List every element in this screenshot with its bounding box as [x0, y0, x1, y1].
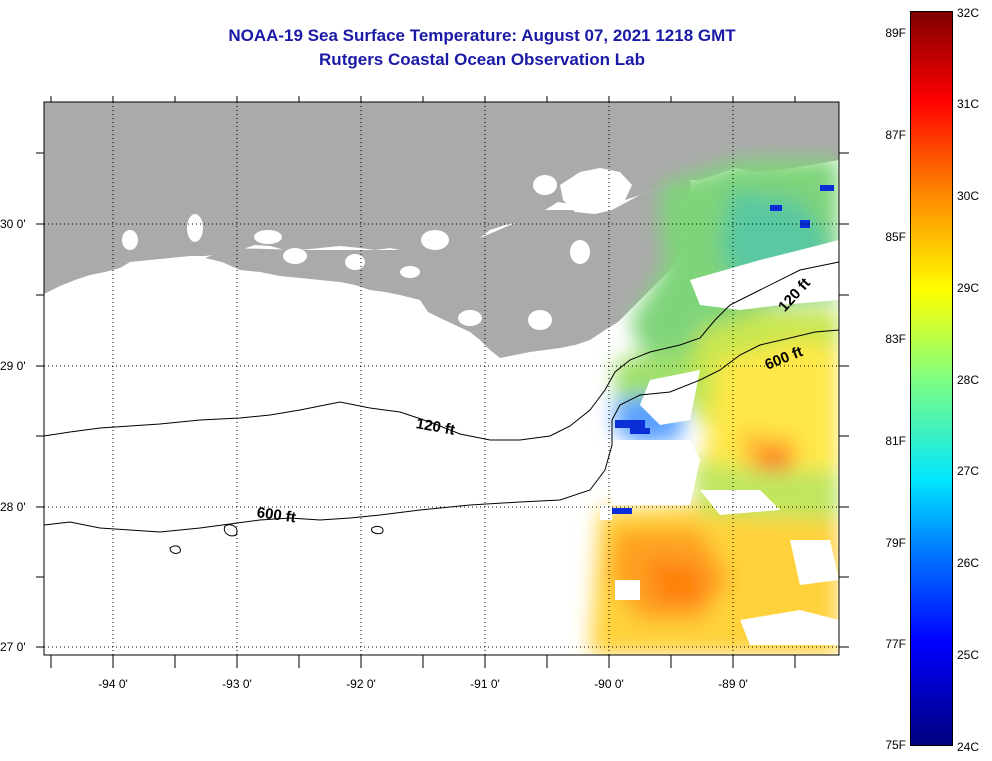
lake [187, 214, 203, 242]
colorbar-f-label: 89F [885, 26, 906, 40]
lon-label: -94 0' [98, 677, 128, 691]
graticule [44, 102, 839, 655]
contour-label-600ft-west: 600 ft [256, 504, 297, 526]
colorbar-f-label: 85F [885, 230, 906, 244]
lat-label: 30 0' [0, 217, 26, 231]
colorbar-c-label: 30C [957, 189, 980, 203]
tick-marks [36, 96, 849, 668]
colorbar-f-label: 81F [885, 434, 906, 448]
colorbar-f-label: 77F [885, 637, 906, 651]
colorbar-c-label: 31C [957, 97, 980, 111]
lake [283, 248, 307, 264]
lake [345, 254, 365, 270]
colorbar-c-label: 29C [957, 281, 980, 295]
map-subtitle: Rutgers Coastal Ocean Observation Lab [319, 50, 645, 69]
contour-label-120ft-west: 120 ft [415, 415, 457, 439]
colorbar-f-label: 79F [885, 536, 906, 550]
colorbar-c-label: 28C [957, 373, 980, 387]
lake [122, 230, 138, 250]
lake [528, 310, 552, 330]
lon-label: -89 0' [718, 677, 748, 691]
lake [254, 230, 282, 244]
land-mass [44, 102, 839, 294]
lon-label: -91 0' [470, 677, 500, 691]
missing-data [600, 240, 839, 645]
lon-label: -92 0' [346, 677, 376, 691]
lon-label: -93 0' [222, 677, 252, 691]
map-frame [43, 101, 840, 656]
lat-label: 27 0' [0, 640, 26, 654]
colorbar-c-label: 25C [957, 648, 980, 662]
delta-land [205, 178, 692, 358]
lake [421, 230, 449, 250]
colorbar-c-label: 32C [957, 6, 980, 20]
colorbar-f-label: 75F [885, 738, 906, 752]
lon-label: -90 0' [594, 677, 624, 691]
lake [458, 310, 482, 326]
colorbar-f-label: 83F [885, 332, 906, 346]
lake [560, 168, 632, 214]
lake [400, 266, 420, 278]
temperature-colorbar [910, 11, 953, 746]
colorbar-c-label: 27C [957, 464, 980, 478]
lake [570, 240, 590, 264]
map-title: NOAA-19 Sea Surface Temperature: August … [228, 26, 736, 45]
lake [533, 175, 557, 195]
lat-label: 29 0' [0, 359, 26, 373]
contours [43, 261, 840, 554]
colorbar-c-label: 24C [957, 740, 980, 754]
colorbar-f-label: 87F [885, 128, 906, 142]
lat-label: 28 0' [0, 500, 26, 514]
colorbar-c-label: 26C [957, 556, 980, 570]
